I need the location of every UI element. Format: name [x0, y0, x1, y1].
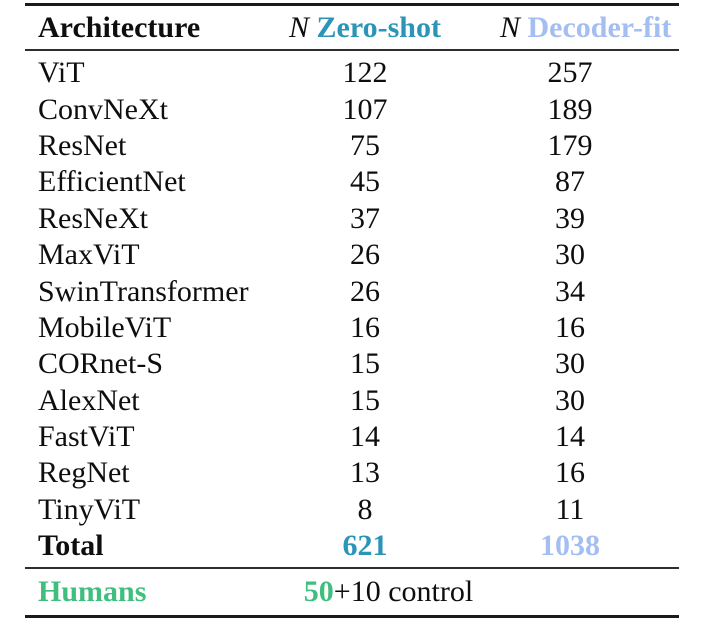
zero-shot-count: 45 — [350, 165, 380, 199]
architecture-count-table: Architecture N Zero-shot N Decoder-fit V… — [25, 0, 679, 621]
decoder-fit-count: 30 — [555, 383, 585, 417]
decoder-fit-count: 257 — [547, 56, 593, 90]
decoder-fit-count: 87 — [555, 165, 585, 199]
humans-row: Humans 50+10 control — [25, 569, 679, 615]
table-row: MobileViT 16 16 — [25, 310, 679, 346]
table-row: EfficientNet 45 87 — [25, 164, 679, 200]
zero-shot-count: 37 — [350, 201, 380, 235]
table-row: ResNeXt 37 39 — [25, 201, 679, 237]
table-row: FastViT 14 14 — [25, 419, 679, 455]
zero-shot-count: 75 — [350, 128, 380, 162]
architecture-cell: SwinTransformer — [38, 274, 249, 308]
zero-shot-count: 13 — [350, 456, 380, 490]
table-row: MaxViT 26 30 — [25, 237, 679, 273]
architecture-cell: AlexNet — [38, 383, 140, 417]
table-bottom-rule — [25, 615, 679, 618]
decoder-fit-count: 179 — [547, 128, 593, 162]
decoder-fit-count: 30 — [555, 238, 585, 272]
table-row: ResNet 75 179 — [25, 128, 679, 164]
decoder-fit-count: 189 — [547, 92, 593, 126]
column-header-decoder-fit: N Decoder-fit — [500, 10, 671, 44]
architecture-cell: FastViT — [38, 420, 135, 454]
decoder-fit-count: 30 — [555, 347, 585, 381]
zero-shot-count: 15 — [350, 347, 380, 381]
zero-shot-count: 122 — [342, 56, 388, 90]
zero-shot-count: 26 — [350, 238, 380, 272]
n-symbol: N — [289, 10, 310, 44]
decoder-fit-count: 14 — [555, 420, 585, 454]
architecture-cell: EfficientNet — [38, 165, 186, 199]
decoder-fit-count: 16 — [555, 310, 585, 344]
architecture-cell: ConvNeXt — [38, 92, 168, 126]
table-row: ViT 122 257 — [25, 55, 679, 91]
architecture-cell: ViT — [38, 56, 85, 90]
header-separator-rule — [25, 49, 679, 51]
humans-separator-rule — [25, 567, 679, 569]
humans-count-cell: 50+10 control — [230, 577, 500, 607]
humans-count: 50 — [303, 575, 334, 608]
architecture-cell: ResNeXt — [38, 201, 148, 235]
architecture-cell: MobileViT — [38, 310, 172, 344]
table-row: ConvNeXt 107 189 — [25, 91, 679, 127]
decoder-fit-count: 39 — [555, 201, 585, 235]
decoder-fit-count: 1038 — [540, 529, 600, 563]
table-row: AlexNet 15 30 — [25, 383, 679, 419]
zero-shot-count: 16 — [350, 310, 380, 344]
architecture-cell: RegNet — [38, 456, 130, 490]
architecture-cell: TinyViT — [38, 492, 141, 526]
zero-shot-count: 8 — [357, 492, 373, 526]
architecture-cell: Total — [38, 529, 104, 563]
total-row: Total 621 1038 — [25, 528, 679, 564]
humans-count-suffix: +10 control — [333, 575, 474, 608]
column-header-architecture: Architecture — [38, 10, 201, 44]
column-header-zero-shot: N Zero-shot — [230, 10, 500, 44]
table-row: CORnet-S 15 30 — [25, 346, 679, 382]
architecture-cell: ResNet — [38, 128, 127, 162]
n-symbol: N — [500, 10, 521, 44]
table-top-rule — [25, 3, 679, 6]
zero-shot-header-label: Zero-shot — [316, 10, 441, 44]
decoder-fit-count: 34 — [555, 274, 585, 308]
zero-shot-count: 15 — [350, 383, 380, 417]
zero-shot-count: 621 — [342, 529, 388, 563]
humans-label: Humans — [38, 575, 147, 608]
decoder-fit-count: 16 — [555, 456, 585, 490]
decoder-fit-count: 11 — [555, 492, 585, 526]
table-header-row: Architecture N Zero-shot N Decoder-fit — [25, 6, 679, 49]
zero-shot-count: 107 — [342, 92, 388, 126]
zero-shot-count: 14 — [350, 420, 380, 454]
table-body: ViT 122 257 ConvNeXt 107 189 ResNet 75 179 Effici… — [25, 51, 679, 564]
table-row: TinyViT 8 11 — [25, 492, 679, 528]
table-row: SwinTransformer 26 34 — [25, 273, 679, 309]
architecture-cell: MaxViT — [38, 238, 140, 272]
decoder-fit-header-label: Decoder-fit — [527, 10, 672, 44]
architecture-cell: CORnet-S — [38, 347, 164, 381]
table-row: RegNet 13 16 — [25, 455, 679, 491]
zero-shot-count: 26 — [350, 274, 380, 308]
